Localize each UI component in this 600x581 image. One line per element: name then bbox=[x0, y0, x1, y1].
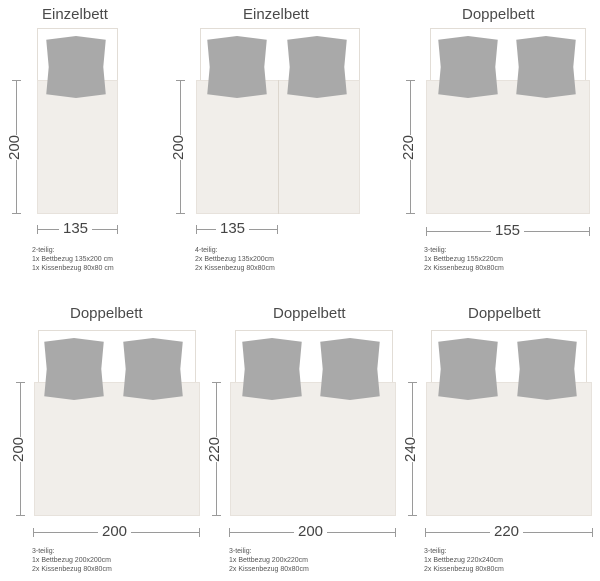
dimension-tick bbox=[212, 515, 221, 516]
set-item: 1x Kissenbezug 80x80 cm bbox=[32, 265, 114, 272]
set-item: 1x Bettbezug 200x200cm bbox=[32, 557, 111, 564]
dimension-tick bbox=[12, 213, 21, 214]
pillow-right bbox=[123, 338, 183, 400]
panel-title: Doppelbett bbox=[468, 305, 541, 322]
duvet bbox=[37, 80, 118, 214]
length-label: 200 bbox=[168, 134, 190, 161]
dimension-tick bbox=[406, 213, 415, 214]
set-type: 3-teilig: bbox=[424, 247, 447, 254]
length-label: 220 bbox=[204, 436, 226, 463]
set-type: 4-teilig: bbox=[195, 247, 218, 254]
set-description: 3-teilig: 1x Bettbezug 200x220cm 2x Kiss… bbox=[229, 547, 309, 574]
dimension-tick bbox=[33, 528, 34, 537]
pillow-left bbox=[242, 338, 302, 400]
pillow-right bbox=[320, 338, 380, 400]
duvet bbox=[426, 382, 592, 516]
pillow bbox=[46, 36, 106, 98]
set-item: 2x Kissenbezug 80x80cm bbox=[424, 265, 504, 272]
duvet-seam bbox=[278, 80, 279, 214]
set-item: 1x Bettbezug 220x240cm bbox=[424, 557, 503, 564]
width-label: 220 bbox=[490, 523, 524, 540]
panel-title: Doppelbett bbox=[273, 305, 346, 322]
set-description: 3-teilig: 1x Bettbezug 220x240cm 2x Kiss… bbox=[424, 547, 504, 574]
width-label: 200 bbox=[98, 523, 132, 540]
set-description: 2-teilig: 1x Bettbezug 135x200 cm 1x Kis… bbox=[32, 246, 114, 273]
width-label: 135 bbox=[216, 220, 250, 237]
set-item: 1x Bettbezug 135x200 cm bbox=[32, 256, 113, 263]
dimension-tick bbox=[176, 80, 185, 81]
set-description: 4-teilig: 2x Bettbezug 135x200cm 2x Kiss… bbox=[195, 246, 275, 273]
length-label: 240 bbox=[400, 436, 422, 463]
width-label: 135 bbox=[59, 220, 93, 237]
width-label: 200 bbox=[294, 523, 328, 540]
set-type: 2-teilig: bbox=[32, 247, 55, 254]
panel-title: Einzelbett bbox=[243, 6, 309, 23]
set-item: 2x Bettbezug 135x200cm bbox=[195, 256, 274, 263]
pillow-right bbox=[287, 36, 347, 98]
dimension-tick bbox=[592, 528, 593, 537]
duvet bbox=[34, 382, 200, 516]
dimension-tick bbox=[176, 213, 185, 214]
dimension-tick bbox=[199, 528, 200, 537]
set-item: 2x Kissenbezug 80x80cm bbox=[424, 566, 504, 573]
pillow-left bbox=[438, 36, 498, 98]
set-description: 3-teilig: 1x Bettbezug 155x220cm 2x Kiss… bbox=[424, 246, 504, 273]
set-item: 1x Bettbezug 155x220cm bbox=[424, 256, 503, 263]
set-description: 3-teilig: 1x Bettbezug 200x200cm 2x Kiss… bbox=[32, 547, 112, 574]
dimension-tick bbox=[12, 80, 21, 81]
set-item: 1x Bettbezug 200x220cm bbox=[229, 557, 308, 564]
set-item: 2x Kissenbezug 80x80cm bbox=[195, 265, 275, 272]
dimension-tick bbox=[426, 227, 427, 236]
set-item: 2x Kissenbezug 80x80cm bbox=[32, 566, 112, 573]
dimension-tick bbox=[277, 225, 278, 234]
duvet bbox=[230, 382, 396, 516]
length-label: 200 bbox=[8, 436, 30, 463]
dimension-tick bbox=[395, 528, 396, 537]
dimension-tick bbox=[117, 225, 118, 234]
dimension-tick bbox=[589, 227, 590, 236]
dimension-tick bbox=[212, 382, 221, 383]
dimension-tick bbox=[196, 225, 197, 234]
panel-title: Doppelbett bbox=[70, 305, 143, 322]
pillow-left bbox=[207, 36, 267, 98]
panel-title: Doppelbett bbox=[462, 6, 535, 23]
pillow-left bbox=[44, 338, 104, 400]
length-label: 220 bbox=[398, 134, 420, 161]
pillow-left bbox=[438, 338, 498, 400]
pillow-right bbox=[517, 338, 577, 400]
dimension-tick bbox=[408, 382, 417, 383]
duvet bbox=[426, 80, 590, 214]
dimension-tick bbox=[408, 515, 417, 516]
pillow-right bbox=[516, 36, 576, 98]
panel-title: Einzelbett bbox=[42, 6, 108, 23]
dimension-tick bbox=[406, 80, 415, 81]
dimension-tick bbox=[16, 382, 25, 383]
set-item: 2x Kissenbezug 80x80cm bbox=[229, 566, 309, 573]
set-type: 3-teilig: bbox=[424, 548, 447, 555]
width-label: 155 bbox=[491, 222, 525, 239]
dimension-tick bbox=[425, 528, 426, 537]
dimension-tick bbox=[229, 528, 230, 537]
dimension-tick bbox=[37, 225, 38, 234]
length-label: 200 bbox=[4, 134, 26, 161]
set-type: 3-teilig: bbox=[32, 548, 55, 555]
dimension-tick bbox=[16, 515, 25, 516]
set-type: 3-teilig: bbox=[229, 548, 252, 555]
